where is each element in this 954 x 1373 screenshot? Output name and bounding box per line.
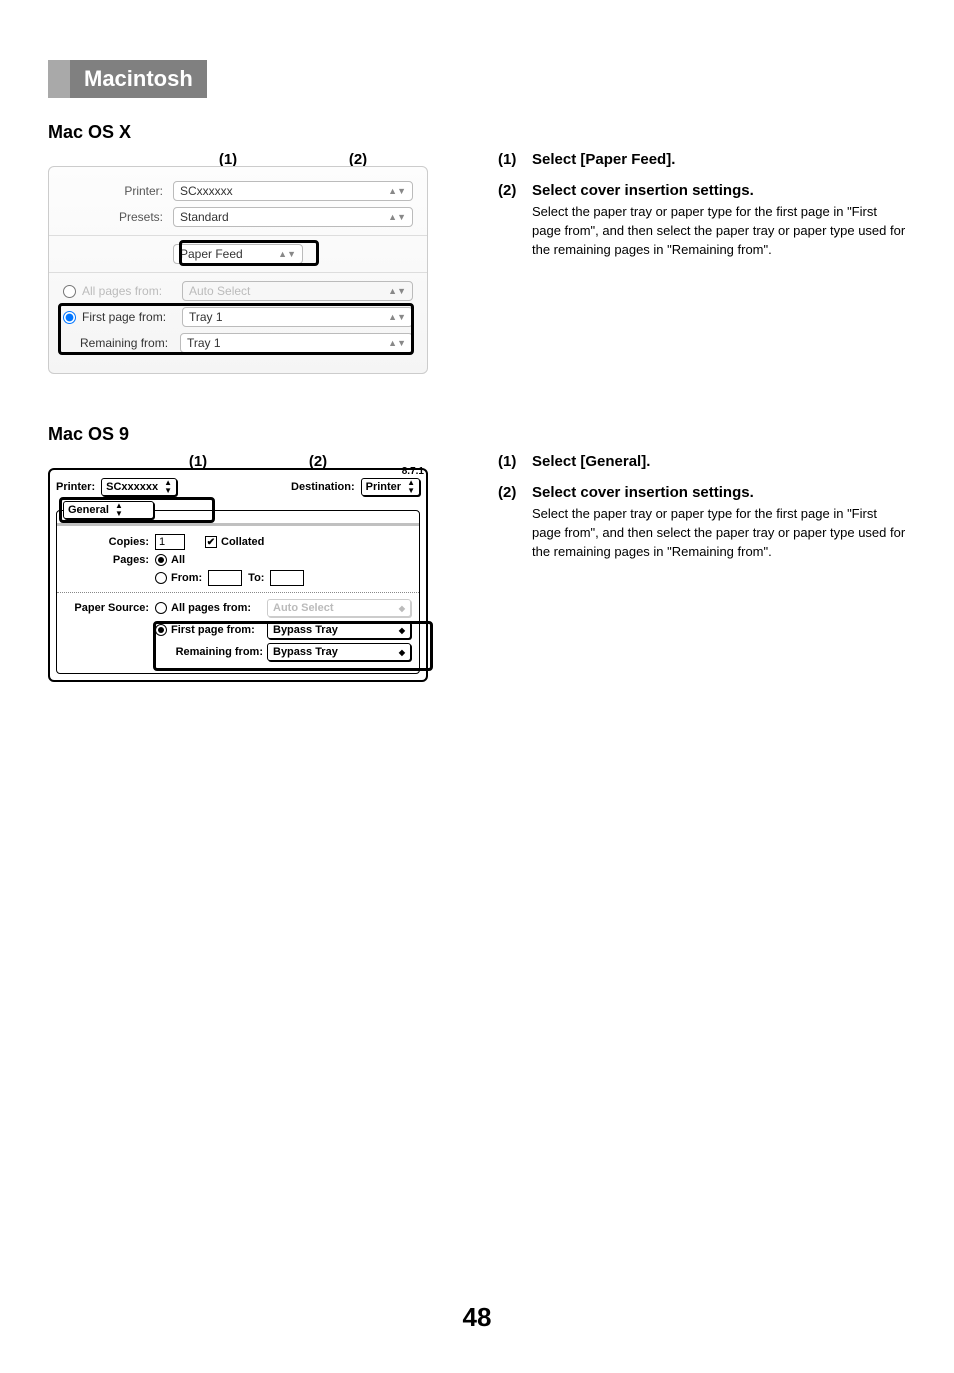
os9-printer-label: Printer: (56, 481, 95, 493)
osx-heading: Mac OS X (48, 122, 906, 143)
os9-firstpage-select[interactable]: Bypass Tray ◆ (267, 621, 411, 639)
osx-printer-label: Printer: (63, 184, 173, 198)
os9-print-dialog: 8.7.1 Printer: SCxxxxxx ▲▼ Destination: … (48, 468, 428, 682)
updown-icon: ▲▼ (388, 212, 406, 222)
os9-copies-input[interactable] (155, 534, 185, 550)
os9-remaining-label: Remaining from: (171, 646, 267, 658)
osx-firstpage-value: Tray 1 (189, 310, 223, 324)
updown-icon: ▲▼ (164, 479, 172, 495)
os9-copies-label: Copies: (65, 536, 155, 548)
os9-instr2-body: Select the paper tray or paper type for … (532, 505, 906, 562)
os9-instr2-title: Select cover insertion settings. (532, 484, 754, 501)
os9-dest-value: Printer (366, 481, 401, 493)
os9-pages-from-input[interactable] (208, 570, 242, 586)
os9-tab-select[interactable]: General ▲▼ (63, 501, 154, 519)
osx-pane-select[interactable]: Paper Feed ▲▼ (173, 244, 303, 264)
os9-dest-label: Destination: (291, 481, 355, 493)
updown-icon: ▲▼ (388, 312, 406, 322)
osx-firstpage-radio[interactable] (63, 311, 76, 324)
os9-pages-to-input[interactable] (270, 570, 304, 586)
osx-allpages-value: Auto Select (189, 284, 250, 298)
os9-source-label: Paper Source: (65, 602, 155, 614)
os9-pages-all-radio[interactable] (155, 554, 167, 566)
osx-pane-value: Paper Feed (180, 247, 243, 261)
osx-instr2-body: Select the paper tray or paper type for … (532, 203, 906, 260)
osx-presets-value: Standard (180, 210, 229, 224)
os9-pages-to-label: To: (248, 572, 264, 584)
osx-allpages-radio[interactable] (63, 285, 76, 298)
os9-pages-all-label: All (171, 554, 185, 566)
osx-firstpage-select[interactable]: Tray 1 ▲▼ (182, 307, 413, 327)
os9-allpages-value: Auto Select (273, 602, 334, 614)
updown-icon: ▲▼ (407, 479, 415, 495)
page-number: 48 (48, 1302, 906, 1333)
osx-print-dialog: Printer: SCxxxxxx ▲▼ Presets: Standard ▲… (48, 166, 428, 374)
osx-presets-select[interactable]: Standard ▲▼ (173, 207, 413, 227)
os9-heading: Mac OS 9 (48, 424, 906, 445)
os9-version: 8.7.1 (402, 466, 424, 477)
osx-allpages-select: Auto Select ▲▼ (182, 281, 413, 301)
os9-tab-value: General (68, 504, 109, 516)
updown-icon: ◆ (399, 626, 405, 635)
osx-instr1-num: (1) (498, 151, 522, 168)
updown-icon: ▲▼ (388, 186, 406, 196)
osx-remaining-select[interactable]: Tray 1 ▲▼ (180, 333, 413, 353)
os9-collated-label: Collated (221, 536, 264, 548)
osx-firstpage-label: First page from: (82, 310, 182, 324)
os9-firstpage-label: First page from: (171, 624, 267, 636)
osx-instr2-num: (2) (498, 182, 522, 199)
os9-remaining-select[interactable]: Bypass Tray ◆ (267, 643, 411, 661)
os9-pages-label: Pages: (65, 554, 155, 566)
updown-icon: ▲▼ (278, 249, 296, 259)
os9-allpages-select: Auto Select ◆ (267, 599, 411, 617)
os9-printer-value: SCxxxxxx (106, 481, 158, 493)
os9-pages-from-radio[interactable] (155, 572, 167, 584)
os9-instr1-num: (1) (498, 453, 522, 470)
osx-allpages-label: All pages from: (82, 284, 182, 298)
osx-remaining-label: Remaining from: (80, 336, 180, 350)
osx-printer-select[interactable]: SCxxxxxx ▲▼ (173, 181, 413, 201)
updown-icon: ▲▼ (388, 338, 406, 348)
updown-icon: ▲▼ (388, 286, 406, 296)
os9-printer-select[interactable]: SCxxxxxx ▲▼ (101, 478, 177, 496)
osx-instr1-title: Select [Paper Feed]. (532, 151, 675, 168)
osx-remaining-value: Tray 1 (187, 336, 221, 350)
os9-instr1-title: Select [General]. (532, 453, 650, 470)
os9-firstpage-radio[interactable] (155, 624, 167, 636)
updown-icon: ◆ (399, 604, 405, 613)
os9-allpages-radio[interactable] (155, 602, 167, 614)
os9-firstpage-value: Bypass Tray (273, 624, 338, 636)
updown-icon: ▲▼ (115, 502, 123, 518)
osx-printer-value: SCxxxxxx (180, 184, 233, 198)
os9-dest-select[interactable]: Printer ▲▼ (361, 478, 420, 496)
osx-instr2-title: Select cover insertion settings. (532, 182, 754, 199)
osx-presets-label: Presets: (63, 210, 173, 224)
os9-allpages-label: All pages from: (171, 602, 267, 614)
os9-remaining-value: Bypass Tray (273, 646, 338, 658)
updown-icon: ◆ (399, 648, 405, 657)
os9-pages-from-label: From: (171, 572, 202, 584)
section-tag: Macintosh (48, 60, 207, 98)
os9-collated-check[interactable]: ✔ (205, 536, 217, 548)
os9-instr2-num: (2) (498, 484, 522, 501)
